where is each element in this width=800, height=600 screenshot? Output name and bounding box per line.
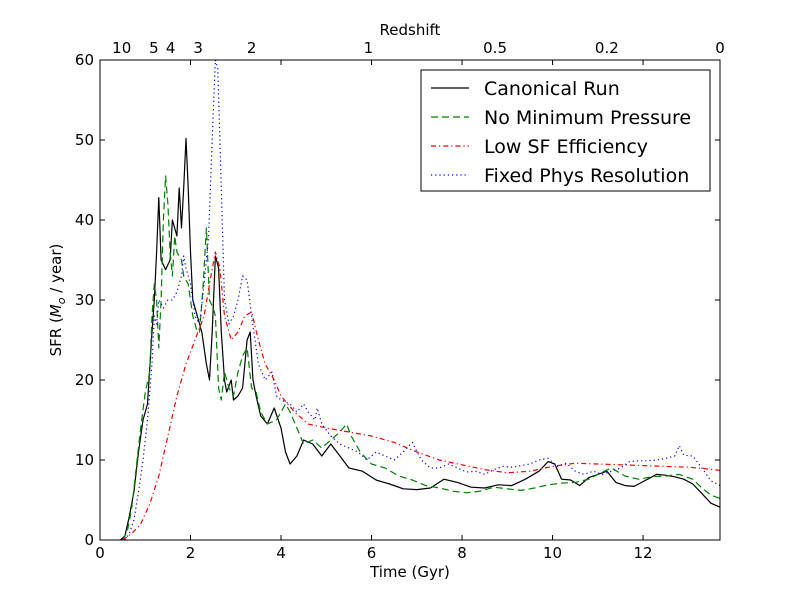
top-tick-label: 0: [715, 39, 725, 57]
x-tick-label: 4: [276, 544, 286, 562]
y-tick-label: 30: [75, 291, 94, 309]
top-tick-label: 1: [364, 39, 374, 57]
plot-content: [120, 60, 720, 540]
y-label-subscript: o: [55, 297, 68, 304]
series-line-1: [122, 175, 720, 540]
legend-label: Canonical Run: [484, 78, 620, 100]
legend-box: [420, 69, 711, 192]
x-axis-label: Time (Gyr): [369, 563, 450, 581]
y-tick-label: 60: [75, 51, 94, 69]
y-label-suffix: / year): [47, 244, 65, 298]
top-tick-label: 2: [247, 39, 257, 57]
top-axis-label: Redshift: [380, 21, 441, 39]
y-tick-label: 40: [75, 211, 94, 229]
legend-label: Low SF Efficiency: [484, 136, 648, 158]
y-tick-label: 0: [84, 531, 94, 549]
y-label-prefix: SFR (: [47, 317, 65, 356]
x-tick-label: 8: [457, 544, 467, 562]
legend: Canonical Run No Minimum Pressure Low SF E…: [420, 69, 711, 192]
y-label-symbol: M: [47, 304, 65, 317]
top-tick-label: 0.2: [595, 39, 619, 57]
x-tick-label: 2: [186, 544, 196, 562]
x-tick-label: 10: [543, 544, 562, 562]
top-tick-label: 4: [166, 39, 176, 57]
top-tick-label: 0.5: [483, 39, 507, 57]
legend-label: No Minimum Pressure: [484, 107, 691, 129]
y-tick-label: 10: [75, 451, 94, 469]
x-tick-label: 12: [634, 544, 653, 562]
series-line-2: [122, 251, 720, 540]
legend-label: Fixed Phys Resolution: [484, 165, 689, 187]
x-tick-label: 0: [95, 544, 105, 562]
top-tick-label: 3: [193, 39, 203, 57]
top-tick-label: 10: [112, 39, 131, 57]
x-tick-label: 6: [367, 544, 377, 562]
y-tick-label: 20: [75, 371, 94, 389]
series-line-0: [120, 137, 720, 540]
top-tick-label: 5: [149, 39, 159, 57]
series-line-3: [124, 60, 720, 540]
y-axis-label: SFR (Mo / year): [47, 244, 68, 357]
y-tick-label: 50: [75, 131, 94, 149]
